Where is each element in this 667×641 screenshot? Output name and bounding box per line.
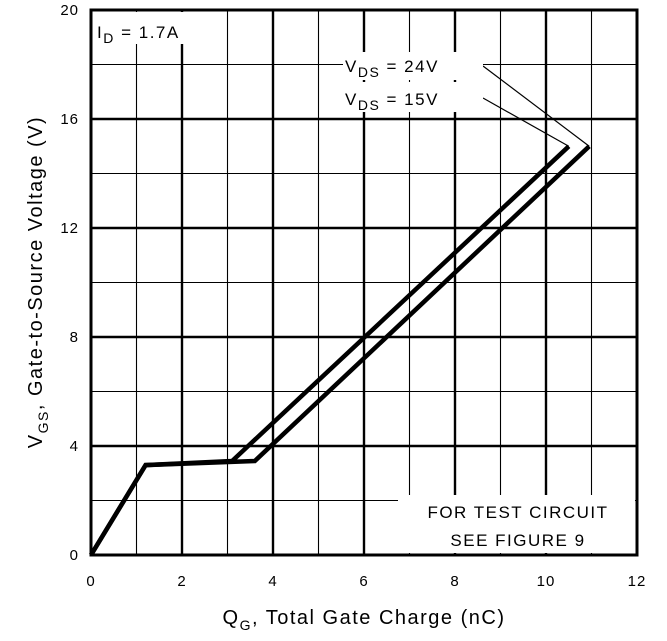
series-label-main: V [345, 57, 358, 76]
x-axis-title: QG, Total Gate Charge (nC) [223, 607, 506, 633]
y-tick-label: 16 [60, 111, 79, 128]
x-tick-labels: 0 2 4 6 8 10 12 [86, 573, 647, 590]
x-tick-label: 0 [86, 573, 95, 590]
note-line-1: FOR TEST CIRCUIT [427, 503, 608, 522]
series-label-rest: = 15V [380, 90, 439, 109]
series-line-1 [89, 144, 571, 557]
y-tick-label: 8 [70, 329, 79, 346]
condition-rest: = 1.7A [115, 23, 180, 42]
series-label-sub: DS [358, 97, 380, 113]
x-tick-label: 8 [450, 573, 459, 590]
condition-main: I [97, 23, 103, 42]
x-tick-label: 4 [268, 573, 277, 590]
y-tick-labels: 0 4 8 12 16 20 [60, 2, 79, 564]
series-line-0 [89, 144, 591, 557]
y-tick-label: 12 [60, 220, 79, 237]
y-tick-label: 0 [70, 547, 79, 564]
leader-line-0 [482, 65, 590, 147]
svg-text:ID = 1.7A: ID = 1.7A [97, 23, 180, 46]
series-label-sub: DS [358, 64, 380, 80]
series-layer [89, 144, 591, 557]
svg-text:VDS = 15V: VDS = 15V [345, 90, 439, 113]
y-tick-label: 4 [70, 438, 79, 455]
leader-line-1 [482, 97, 570, 147]
x-tick-label: 2 [177, 573, 186, 590]
series-label-vds-15v: VDS = 15V [343, 82, 483, 113]
test-circuit-note: FOR TEST CIRCUIT SEE FIGURE 9 [398, 495, 635, 553]
x-tick-label: 6 [359, 573, 368, 590]
plot-frame [89, 8, 639, 557]
series-label-vds-24v: VDS = 24V [343, 52, 483, 80]
y-axis-title: VGS, Gate-to-Source Voltage (V) [25, 116, 51, 448]
note-line-2: SEE FIGURE 9 [450, 531, 585, 550]
series-label-main: V [345, 90, 358, 109]
series-label-rest: = 24V [380, 57, 439, 76]
x-tick-label: 10 [537, 573, 556, 590]
svg-text:VDS = 24V: VDS = 24V [345, 57, 439, 80]
label-leaders [482, 65, 590, 147]
condition-sub: D [103, 30, 115, 46]
y-tick-label: 20 [60, 2, 79, 19]
condition-box: ID = 1.7A [93, 12, 205, 46]
x-tick-label: 12 [628, 573, 647, 590]
